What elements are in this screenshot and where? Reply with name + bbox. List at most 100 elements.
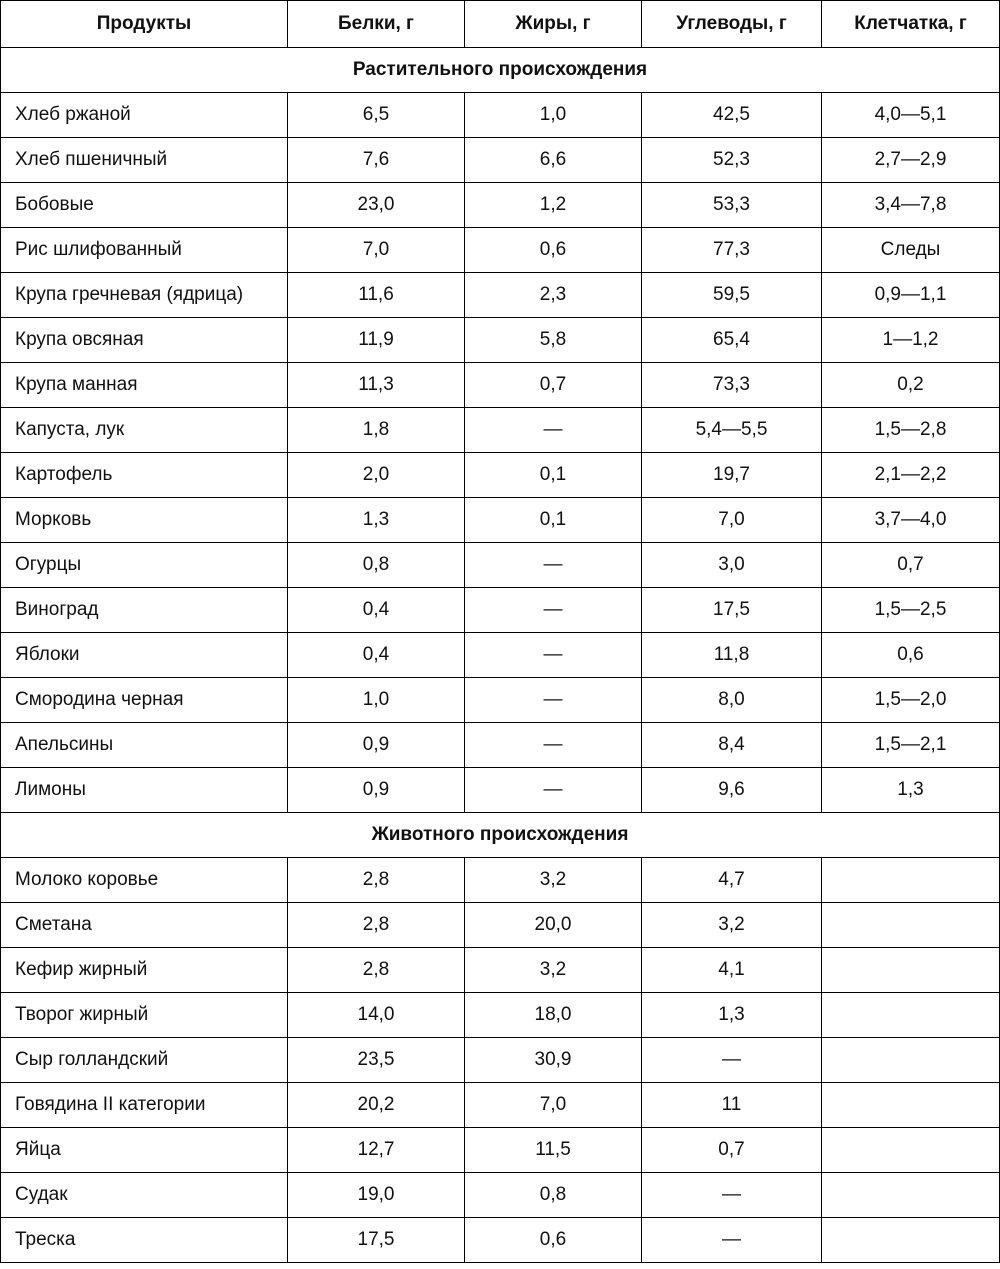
cell-product: Яйца: [0, 1127, 288, 1173]
cell-fats: 0,1: [464, 452, 642, 498]
cell-carbs: 3,0: [641, 542, 822, 588]
table-row: Рис шлифованный 7,0 0,6 77,3 Следы: [0, 227, 1000, 273]
cell-fats: 11,5: [464, 1127, 642, 1173]
cell-proteins: 1,0: [287, 677, 465, 723]
cell-carbs: 8,4: [641, 722, 822, 768]
table-row: Крупа овсяная 11,9 5,8 65,4 1—1,2: [0, 317, 1000, 363]
table-row: Яблоки 0,4—11,8 0,6: [0, 632, 1000, 678]
cell-product: Кефир жирный: [0, 947, 288, 993]
cell-fats: 1,0: [464, 92, 642, 138]
cell-product: Бобовые: [0, 182, 288, 228]
cell-fiber: 1,3: [821, 767, 1000, 813]
cell-product: Сметана: [0, 902, 288, 948]
cell-proteins: 0,9: [287, 767, 465, 813]
cell-product: Морковь: [0, 497, 288, 543]
cell-carbs: 59,5: [641, 272, 822, 318]
table-row: Лимоны 0,9—9,6 1,3: [0, 767, 1000, 813]
cell-fats: 20,0: [464, 902, 642, 948]
cell-fats: 3,2: [464, 947, 642, 993]
cell-fiber: [821, 1127, 1000, 1173]
cell-product: Огурцы: [0, 542, 288, 588]
cell-proteins: 19,0: [287, 1172, 465, 1218]
cell-proteins: 14,0: [287, 992, 465, 1038]
table-row: Яйца 12,7 11,5 0,7: [0, 1127, 1000, 1173]
cell-fats: 6,6: [464, 137, 642, 183]
cell-proteins: 2,8: [287, 857, 465, 903]
table-row: Говядина II категории 20,2 7,0 11: [0, 1082, 1000, 1128]
cell-carbs: —: [641, 1037, 822, 1083]
table-row: Творог жирный 14,0 18,0 1,3: [0, 992, 1000, 1038]
cell-carbs: 0,7: [641, 1127, 822, 1173]
cell-proteins: 1,3: [287, 497, 465, 543]
cell-carbs: 77,3: [641, 227, 822, 273]
cell-fats: —: [464, 677, 642, 723]
cell-fiber: 0,7: [821, 542, 1000, 588]
cell-fiber: [821, 947, 1000, 993]
cell-product: Творог жирный: [0, 992, 288, 1038]
section-title: Растительного происхождения: [0, 47, 1000, 93]
table-row: Судак 19,0 0,8—: [0, 1172, 1000, 1218]
cell-carbs: 11: [641, 1082, 822, 1128]
cell-fiber: 2,7—2,9: [821, 137, 1000, 183]
cell-fiber: Следы: [821, 227, 1000, 273]
header-proteins: Белки, г: [287, 0, 465, 48]
cell-carbs: 65,4: [641, 317, 822, 363]
cell-fats: 0,6: [464, 227, 642, 273]
cell-fats: 5,8: [464, 317, 642, 363]
cell-fiber: 0,9—1,1: [821, 272, 1000, 318]
cell-product: Апельсины: [0, 722, 288, 768]
cell-proteins: 23,5: [287, 1037, 465, 1083]
cell-product: Хлеб пшеничный: [0, 137, 288, 183]
cell-fiber: 1—1,2: [821, 317, 1000, 363]
cell-proteins: 1,8: [287, 407, 465, 453]
cell-product: Смородина черная: [0, 677, 288, 723]
cell-fiber: 3,4—7,8: [821, 182, 1000, 228]
cell-fats: 7,0: [464, 1082, 642, 1128]
cell-carbs: 19,7: [641, 452, 822, 498]
cell-fats: 18,0: [464, 992, 642, 1038]
section-row: Животного происхождения: [0, 812, 1000, 858]
cell-carbs: 73,3: [641, 362, 822, 408]
cell-product: Рис шлифованный: [0, 227, 288, 273]
cell-fats: 0,7: [464, 362, 642, 408]
cell-product: Картофель: [0, 452, 288, 498]
cell-fiber: [821, 1037, 1000, 1083]
cell-product: Крупа овсяная: [0, 317, 288, 363]
cell-carbs: 3,2: [641, 902, 822, 948]
cell-proteins: 6,5: [287, 92, 465, 138]
cell-proteins: 11,6: [287, 272, 465, 318]
cell-proteins: 2,0: [287, 452, 465, 498]
cell-fiber: [821, 1082, 1000, 1128]
cell-fats: 30,9: [464, 1037, 642, 1083]
table-row: Морковь 1,3 0,1 7,0 3,7—4,0: [0, 497, 1000, 543]
table-row: Картофель 2,0 0,1 19,7 2,1—2,2: [0, 452, 1000, 498]
cell-proteins: 0,4: [287, 587, 465, 633]
cell-carbs: 52,3: [641, 137, 822, 183]
cell-carbs: 1,3: [641, 992, 822, 1038]
table-row: Сметана 2,8 20,0 3,2: [0, 902, 1000, 948]
section-title: Животного происхождения: [0, 812, 1000, 858]
cell-carbs: 5,4—5,5: [641, 407, 822, 453]
cell-fats: —: [464, 542, 642, 588]
cell-fiber: 1,5—2,8: [821, 407, 1000, 453]
table-row: Крупа гречневая (ядрица) 11,6 2,3 59,5 0,9—1…: [0, 272, 1000, 318]
cell-fiber: 3,7—4,0: [821, 497, 1000, 543]
cell-proteins: 2,8: [287, 902, 465, 948]
cell-fats: 0,8: [464, 1172, 642, 1218]
cell-product: Сыр голландский: [0, 1037, 288, 1083]
cell-carbs: 17,5: [641, 587, 822, 633]
table-row: Кефир жирный 2,8 3,2 4,1: [0, 947, 1000, 993]
cell-fats: 3,2: [464, 857, 642, 903]
cell-fiber: [821, 902, 1000, 948]
cell-carbs: 7,0: [641, 497, 822, 543]
cell-carbs: 8,0: [641, 677, 822, 723]
cell-carbs: 42,5: [641, 92, 822, 138]
table-row: Сыр голландский 23,5 30,9—: [0, 1037, 1000, 1083]
table-row: Капуста, лук 1,8—5,4—5,5 1,5—2,8: [0, 407, 1000, 453]
header-fats: Жиры, г: [464, 0, 642, 48]
table-row: Крупа манная 11,3 0,7 73,3 0,2: [0, 362, 1000, 408]
cell-fiber: 0,2: [821, 362, 1000, 408]
section-row: Растительного происхождения: [0, 47, 1000, 93]
cell-carbs: 4,7: [641, 857, 822, 903]
